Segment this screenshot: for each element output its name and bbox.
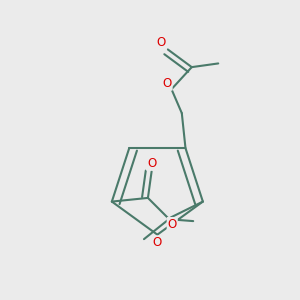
Text: O: O xyxy=(153,236,162,249)
Text: O: O xyxy=(163,77,172,90)
Text: O: O xyxy=(168,218,177,231)
Text: O: O xyxy=(147,157,156,170)
Text: O: O xyxy=(157,36,166,49)
